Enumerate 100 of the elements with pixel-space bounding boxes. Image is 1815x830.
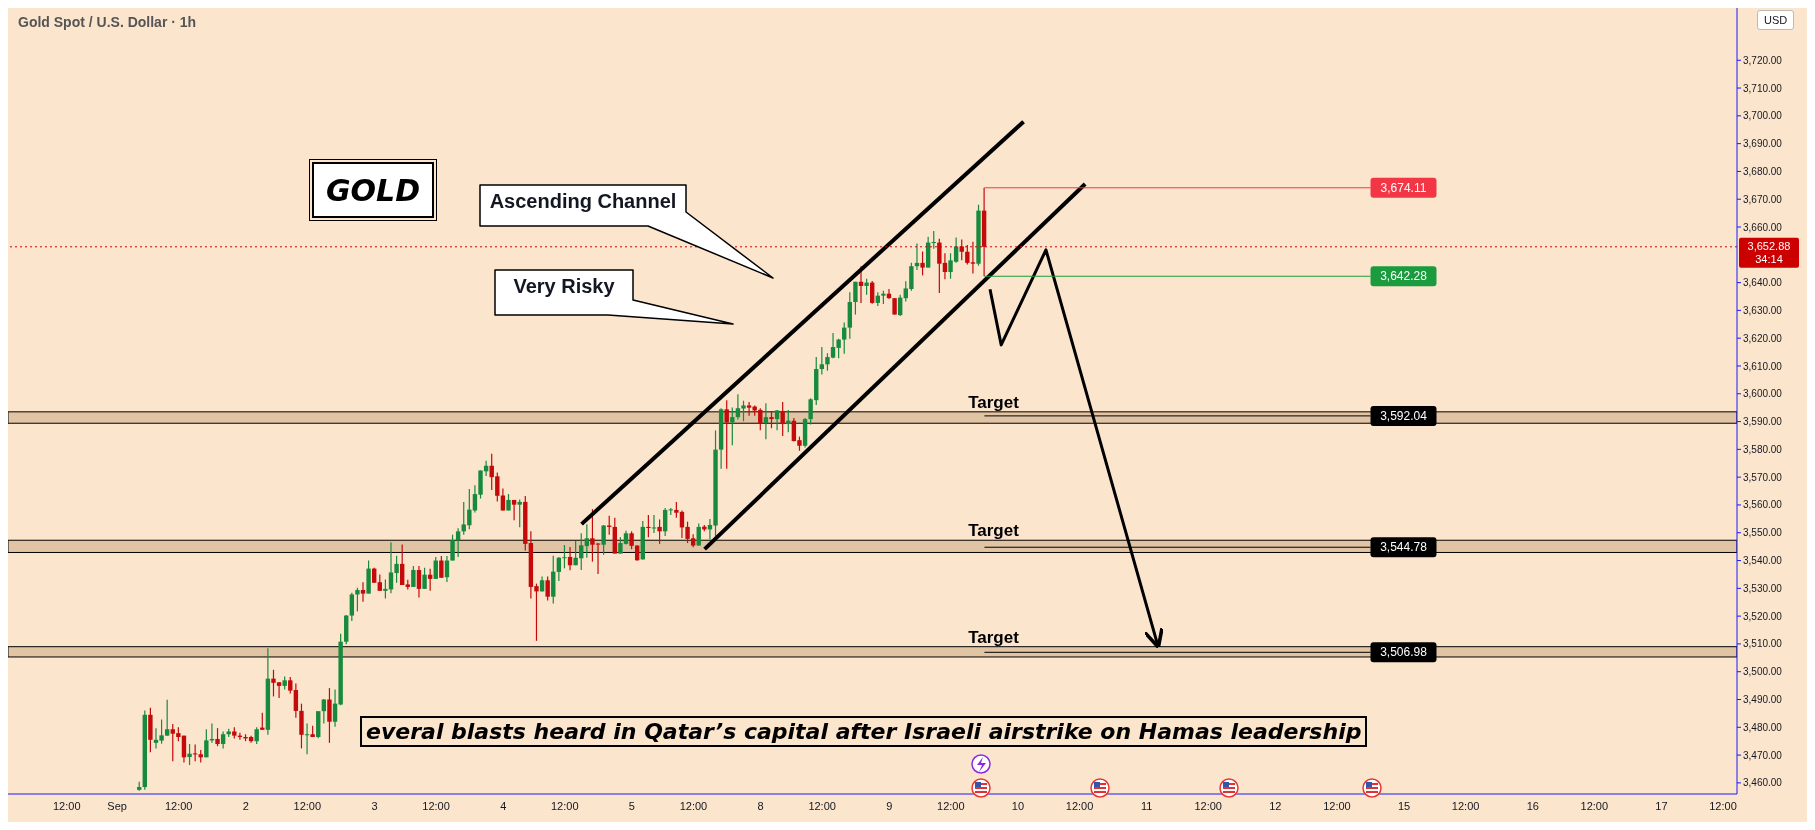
candlestick	[349, 592, 355, 622]
candlestick	[696, 522, 701, 547]
annotation: everal blasts heard in Qatar’s capital after Israeli airstrike on Hamas leadership	[360, 716, 1368, 747]
y-tick-label: 3,530.00	[1743, 582, 1783, 594]
x-tick-label: 4	[500, 799, 507, 812]
x-tick-label: 12	[1269, 799, 1282, 812]
x-tick-label: 15	[1397, 799, 1411, 812]
candlestick	[355, 587, 360, 612]
x-tick-label: 17	[1655, 799, 1668, 812]
y-tick-label: 3,610.00	[1743, 360, 1783, 372]
x-tick-label: 3	[371, 799, 378, 812]
y-tick-label: 3,580.00	[1743, 443, 1783, 455]
y-tick-label: 3,660.00	[1743, 221, 1783, 233]
y-tick-label: 3,560.00	[1743, 499, 1783, 511]
x-tick-label: 10	[1011, 799, 1025, 812]
y-tick-label: 3,470.00	[1743, 749, 1783, 761]
candlestick	[730, 406, 735, 446]
x-tick-label: 12:00	[1065, 799, 1094, 812]
candlestick	[819, 346, 825, 376]
candlestick	[579, 532, 584, 571]
annotation: Ascending Channel	[488, 190, 678, 213]
candlestick	[601, 524, 606, 556]
y-tick-label: 3,460.00	[1743, 777, 1783, 789]
x-tick-label: 12:00	[1323, 799, 1351, 812]
candlestick	[416, 565, 422, 599]
ref-line-label: 3,592.04	[1380, 408, 1428, 423]
candlestick	[584, 523, 590, 559]
chart-title: Gold Spot / U.S. Dollar · 1h	[18, 14, 197, 30]
y-tick-label: 3,700.00	[1743, 110, 1783, 122]
band-label: Target	[968, 521, 1020, 541]
candlestick	[439, 555, 444, 579]
y-tick-label: 3,500.00	[1743, 666, 1783, 678]
y-tick-label: 3,600.00	[1743, 388, 1783, 400]
x-tick-label: 2	[242, 799, 249, 812]
x-tick-label: 9	[886, 799, 893, 812]
y-tick-label: 3,540.00	[1743, 555, 1783, 567]
candlestick	[411, 565, 416, 588]
candlestick	[573, 540, 578, 566]
x-tick-label: 12:00	[293, 799, 322, 812]
candlestick	[450, 534, 455, 562]
candlestick	[299, 703, 304, 750]
candlestick	[853, 281, 858, 316]
y-tick-label: 3,710.00	[1743, 82, 1783, 94]
candlestick	[842, 322, 847, 355]
candlestick	[780, 401, 785, 437]
x-tick-label: 11	[1140, 799, 1153, 812]
y-tick-label: 3,520.00	[1743, 610, 1783, 622]
y-tick-label: 3,510.00	[1743, 638, 1783, 650]
band-label: Target	[968, 627, 1020, 647]
x-tick-label: Sep	[107, 799, 127, 812]
y-tick-label: 3,590.00	[1743, 416, 1783, 428]
candlestick	[399, 543, 405, 586]
ref-line-label: 3,674.11	[1380, 180, 1427, 195]
x-tick-label: 12:00	[1451, 799, 1480, 812]
candlestick	[651, 514, 657, 534]
y-tick-label: 3,720.00	[1743, 54, 1783, 66]
candlestick	[517, 498, 522, 528]
candlestick	[293, 682, 299, 719]
y-tick-label: 3,630.00	[1743, 304, 1783, 316]
candlestick	[215, 727, 220, 747]
y-tick-label: 3,490.00	[1743, 694, 1783, 706]
y-tick-label: 3,620.00	[1743, 332, 1783, 344]
x-tick-label: 12:00	[679, 799, 708, 812]
x-tick-label: 12:00	[164, 799, 193, 812]
ref-line-label: 3,544.78	[1380, 540, 1428, 555]
x-tick-label: 16	[1526, 799, 1539, 812]
candlestick	[562, 544, 567, 569]
y-tick-label: 3,480.00	[1743, 721, 1783, 733]
text: 34:14	[1755, 252, 1783, 265]
x-tick-label: 12:00	[52, 799, 81, 812]
band-label: Target	[968, 392, 1020, 412]
y-tick-label: 3,640.00	[1743, 277, 1783, 289]
candlestick	[657, 518, 662, 545]
x-tick-label: 5	[628, 799, 635, 812]
x-tick-label: 8	[757, 799, 764, 812]
ref-line-label: 3,642.28	[1380, 269, 1428, 284]
candlestick	[455, 527, 461, 558]
candlestick	[360, 581, 366, 603]
candlestick	[383, 578, 388, 600]
ref-line-label: 3,652.88	[1747, 239, 1791, 252]
candlestick	[327, 687, 332, 744]
y-axis-title: USD	[1757, 10, 1795, 30]
candlestick	[724, 399, 729, 470]
candlestick	[646, 514, 651, 538]
y-tick-label: 3,680.00	[1743, 165, 1783, 177]
y-tick-label: 3,570.00	[1743, 471, 1783, 483]
y-tick-label: 3,550.00	[1743, 527, 1783, 539]
x-tick-label: 12:00	[808, 799, 836, 812]
candlestick	[187, 743, 192, 766]
x-tick-label: 12:00	[550, 799, 579, 812]
x-tick-label: 12:00	[937, 799, 965, 812]
candlestick	[870, 280, 875, 305]
annotation: Very Risky	[512, 275, 616, 298]
candlestick	[545, 575, 550, 602]
candlestick	[204, 728, 209, 758]
y-tick-label: 3,670.00	[1743, 193, 1783, 205]
candlestick	[920, 250, 925, 276]
x-tick-label: 12:00	[422, 799, 450, 812]
candlestick	[556, 556, 562, 582]
candlestick	[758, 407, 763, 431]
